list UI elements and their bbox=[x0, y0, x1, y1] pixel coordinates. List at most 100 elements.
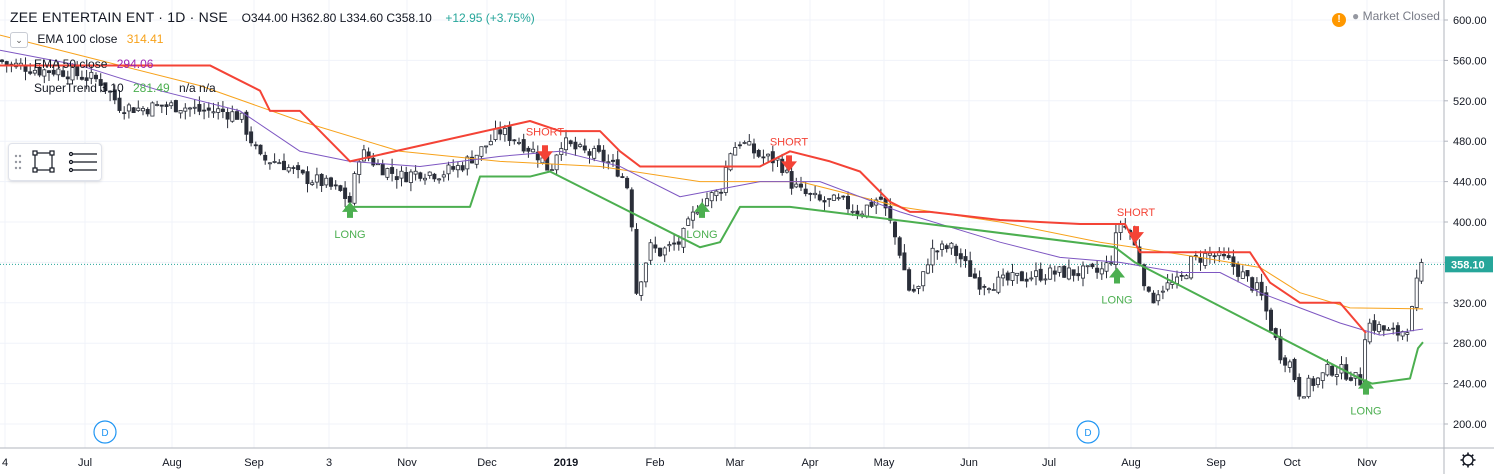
candle-body bbox=[94, 74, 99, 80]
candle-body bbox=[653, 244, 658, 249]
candle-body bbox=[888, 206, 893, 221]
candle-body bbox=[159, 104, 164, 107]
market-status-label: Market Closed bbox=[1362, 9, 1440, 23]
candle-body bbox=[1001, 274, 1006, 279]
y-tick-label: 520.00 bbox=[1453, 96, 1487, 108]
candle-body bbox=[991, 289, 996, 291]
candle-body bbox=[564, 137, 569, 151]
drawing-toolbox[interactable] bbox=[8, 143, 102, 181]
candle-body bbox=[606, 161, 611, 164]
x-tick-label: 2019 bbox=[554, 457, 578, 469]
candle-body bbox=[418, 172, 423, 179]
collapse-chevron-icon[interactable]: ⌄ bbox=[10, 32, 28, 48]
candle-body bbox=[145, 108, 150, 115]
candle-body bbox=[686, 218, 691, 226]
candle-body bbox=[155, 104, 160, 106]
candle-body bbox=[498, 129, 503, 135]
candle-body bbox=[643, 262, 648, 283]
candle-body bbox=[596, 145, 601, 152]
candle-body bbox=[451, 166, 456, 170]
candle-body bbox=[1410, 306, 1415, 332]
y-tick-label: 600.00 bbox=[1453, 15, 1487, 27]
candle-body bbox=[1259, 281, 1264, 296]
candle-body bbox=[1301, 396, 1306, 399]
y-tick-label: 200.00 bbox=[1453, 419, 1487, 431]
candle-body bbox=[761, 156, 766, 159]
candle-body bbox=[897, 237, 902, 256]
candle-body bbox=[554, 154, 559, 171]
candle-body bbox=[192, 106, 197, 109]
candle-body bbox=[869, 201, 874, 207]
candle-body bbox=[253, 144, 258, 147]
candle-body bbox=[968, 260, 973, 277]
x-tick-label: May bbox=[874, 457, 895, 469]
candle-body bbox=[827, 198, 832, 200]
candle-body bbox=[366, 151, 371, 159]
candle-body bbox=[958, 253, 963, 260]
candle-body bbox=[658, 247, 663, 257]
candle-body bbox=[1419, 262, 1424, 282]
candle-body bbox=[1273, 328, 1278, 338]
candle-body bbox=[1236, 264, 1241, 277]
candle-body bbox=[1414, 277, 1419, 308]
candle-body bbox=[728, 153, 733, 171]
candle-body bbox=[803, 188, 808, 195]
candle-body bbox=[206, 107, 211, 111]
y-tick-label: 560.00 bbox=[1453, 55, 1487, 67]
candle-body bbox=[526, 147, 531, 152]
candle-body bbox=[1104, 262, 1109, 272]
dividend-marker-letter: D bbox=[101, 428, 108, 439]
candle-body bbox=[1118, 223, 1123, 233]
indicator-supertrend[interactable]: SuperTrend 3 10 281.49 n/a n/a bbox=[34, 81, 216, 95]
candle-body bbox=[925, 264, 930, 274]
candle-body bbox=[987, 288, 992, 291]
candle-body bbox=[916, 285, 921, 289]
dividend-marker-icon bbox=[93, 420, 117, 444]
candle-body bbox=[841, 195, 846, 198]
short-signal-label: SHORT bbox=[770, 136, 809, 148]
y-tick-label: 400.00 bbox=[1453, 217, 1487, 229]
indicator-ema50[interactable]: EMA 50 close 294.06 bbox=[34, 57, 153, 71]
long-signal-arrow bbox=[342, 201, 358, 218]
candle-body bbox=[244, 111, 249, 135]
candle-body bbox=[1292, 358, 1297, 380]
candle-body bbox=[1391, 327, 1396, 330]
candle-body bbox=[197, 104, 202, 112]
candle-body bbox=[1334, 374, 1339, 377]
candle-body bbox=[817, 194, 822, 201]
candle-body bbox=[714, 190, 719, 197]
candle-body bbox=[611, 159, 616, 162]
candle-body bbox=[1377, 324, 1382, 333]
candle-body bbox=[512, 139, 517, 142]
candle-body bbox=[1330, 365, 1335, 376]
candle-body bbox=[225, 111, 230, 120]
candle-body bbox=[690, 211, 695, 221]
candle-body bbox=[394, 176, 399, 181]
candle-body bbox=[836, 197, 841, 200]
candle-body bbox=[51, 69, 56, 75]
candle-body bbox=[324, 177, 329, 186]
candle-body bbox=[70, 66, 75, 81]
candle-body bbox=[1071, 269, 1076, 276]
candle-body bbox=[314, 174, 319, 183]
candle-body bbox=[634, 228, 639, 294]
candle-body bbox=[1203, 253, 1208, 266]
candle-body bbox=[789, 171, 794, 189]
candle-body bbox=[281, 160, 286, 171]
x-tick-label: Feb bbox=[646, 457, 665, 469]
x-tick-label: 4 bbox=[2, 457, 8, 469]
x-tick-label: Apr bbox=[801, 457, 818, 469]
indicator-value: 281.49 bbox=[132, 81, 170, 95]
price-change: +12.95 (+3.75%) bbox=[445, 11, 535, 25]
ema50-line bbox=[0, 49, 1424, 336]
candle-body bbox=[103, 82, 108, 92]
indicator-ema100[interactable]: ⌄ EMA 100 close 314.41 bbox=[10, 32, 163, 48]
drag-handle-icon bbox=[14, 154, 22, 170]
candle-body bbox=[1151, 292, 1156, 304]
rectangle-tool-icon bbox=[32, 150, 55, 173]
long-signal-arrow bbox=[1358, 378, 1374, 395]
short-signal-label: SHORT bbox=[1117, 207, 1156, 219]
candle-body bbox=[878, 196, 883, 200]
candle-body bbox=[864, 204, 869, 217]
